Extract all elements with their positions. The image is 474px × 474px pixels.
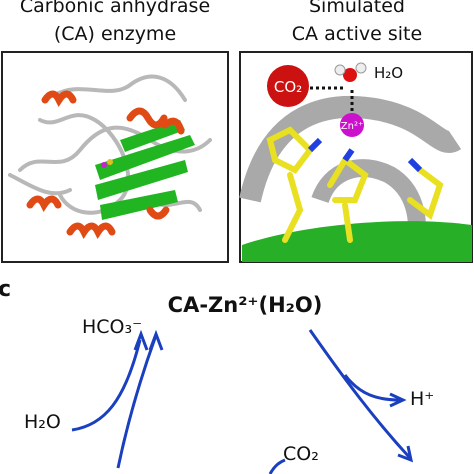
panel-title: CA active site (292, 23, 422, 45)
label-water: H₂O (374, 64, 403, 82)
panel-title: Simulated (309, 0, 405, 17)
active-site-image: CO₂ H₂O Zn²⁺ (239, 51, 473, 263)
species: HCO₃⁻ (82, 316, 142, 338)
panel-letter: c (0, 277, 11, 302)
species: H₂O (24, 411, 61, 433)
label-co2: CO₂ (274, 78, 302, 96)
species: CO₂ (283, 443, 319, 465)
species: H⁺ (410, 388, 434, 410)
label-zinc: Zn²⁺ (341, 121, 363, 132)
reaction-arrows (71, 329, 414, 474)
panel-title: Carbonic anhydrase (20, 0, 210, 17)
panel-title: (CA) enzyme (54, 23, 176, 45)
center-species: CA-Zn²⁺(H₂O) (168, 293, 323, 317)
protein-image (1, 51, 229, 263)
